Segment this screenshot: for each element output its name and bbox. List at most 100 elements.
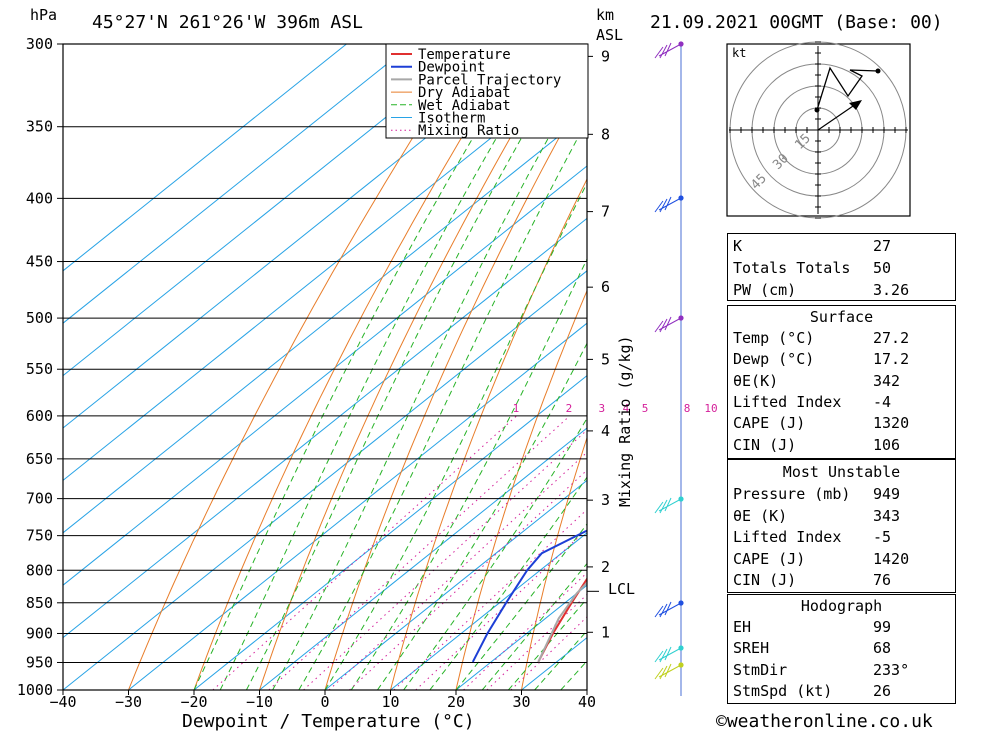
isotherm-line [63, 270, 587, 690]
wet-adiabat-line [403, 417, 587, 690]
surface-cin-value: 106 [873, 436, 901, 454]
height-tick-label: 5 [601, 350, 610, 368]
mixing-ratio-axis-label: Mixing Ratio (g/kg) [616, 335, 634, 507]
eh-value: 99 [873, 618, 892, 636]
wind-barb [654, 497, 682, 514]
pressure-tick-label: 650 [26, 450, 53, 468]
storm-motion-arrow [817, 103, 857, 131]
stmspd-label: StmSpd (kt) [733, 682, 833, 700]
mixing-ratio-line [303, 429, 587, 690]
eh-label: EH [733, 618, 752, 636]
legend-label: Dry Adiabat [418, 85, 511, 101]
wet-adiabat-line [429, 476, 587, 690]
isotherm-line [63, 44, 413, 324]
mu-li-value: -5 [873, 528, 892, 546]
isotherm-line [324, 479, 587, 690]
axes: 12345810162025−40−30−20−1001020304012345… [49, 47, 807, 711]
tt-label: Totals Totals [733, 259, 851, 277]
wet-adiabat-line [350, 257, 587, 690]
isotherm-line [63, 60, 587, 482]
mixing-ratio-label: 4 [623, 402, 630, 415]
legend-label: Temperature [418, 47, 511, 63]
mu-cape-value: 1420 [873, 550, 910, 568]
wind-barb [654, 42, 682, 59]
mixing-ratio-label: 8 [684, 402, 691, 415]
mu-li-label: Lifted Index [733, 528, 842, 546]
indices-table: K 27 Totals Totals 50 PW (cm) 3.26 [727, 233, 956, 301]
sreh-value: 68 [873, 639, 892, 657]
surface-theta-value: 342 [873, 372, 901, 390]
isotherm-line [259, 427, 587, 690]
height-tick-label: 2 [601, 558, 610, 576]
pressure-tick-label: 900 [26, 624, 53, 642]
dry-adiabat-line [324, 85, 587, 690]
stmdir-label: StmDir [733, 661, 788, 679]
lcl-label: LCL [608, 580, 635, 598]
wind-barb [654, 663, 682, 680]
surface-li-label: Lifted Index [733, 393, 842, 411]
k-value: 27 [873, 237, 892, 255]
legend-label: Dewpoint [418, 60, 485, 76]
tt-value: 50 [873, 259, 892, 277]
height-tick-label: 8 [601, 125, 610, 143]
stmspd-value: 26 [873, 682, 892, 700]
pressure-tick-label: 950 [26, 653, 53, 671]
mu-title: Most Unstable [782, 463, 901, 481]
dewpoint-line [471, 529, 587, 663]
wet-adiabat-line [193, 44, 531, 690]
x-tick-label: 10 [381, 693, 399, 711]
pressure-tick-label: 800 [26, 561, 53, 579]
mixing-ratio-line [328, 451, 587, 690]
hodograph-trace [816, 66, 879, 111]
height-tick-label: 3 [601, 491, 610, 509]
surface-theta-label: θE(K) [733, 372, 779, 390]
km-label: km [596, 6, 614, 24]
isotherm-line [63, 44, 544, 429]
x-tick-label: −30 [115, 693, 142, 711]
hodograph-start-dot [814, 107, 820, 113]
datetime-label: 21.09.2021 00GMT (Base: 00) [650, 12, 943, 33]
wet-adiabat-line [298, 119, 587, 690]
mixing-ratio-label: 2 [566, 402, 573, 415]
dry-adiabat-line [455, 289, 587, 690]
pressure-tick-label: 400 [26, 189, 53, 207]
dry-adiabat-line [128, 44, 473, 690]
x-tick-label: −10 [246, 693, 273, 711]
mixing-ratio-line [212, 415, 517, 690]
location-title: 45°27'N 261°26'W 396m ASL [92, 12, 363, 33]
asl-label: ASL [596, 26, 623, 44]
legend-label: Mixing Ratio [418, 123, 519, 139]
k-label: K [733, 237, 743, 255]
pressure-tick-label: 550 [26, 360, 53, 378]
x-axis-label: Dewpoint / Temperature (°C) [182, 711, 475, 732]
mu-cin-label: CIN (J) [733, 571, 797, 589]
mu-theta-label: θE (K) [733, 507, 788, 525]
mixing-ratio-label: 1 [513, 402, 520, 415]
pressure-unit: hPa [30, 6, 57, 24]
height-tick-label: 4 [601, 422, 610, 440]
isotherm-line [63, 112, 587, 534]
surface-cin-label: CIN (J) [733, 436, 797, 454]
sreh-label: SREH [733, 639, 770, 657]
x-tick-label: −40 [49, 693, 76, 711]
mixing-ratio-label: 3 [598, 402, 605, 415]
surface-cape-label: CAPE (J) [733, 414, 806, 432]
pressure-tick-label: 450 [26, 253, 53, 271]
pw-value: 3.26 [873, 281, 910, 299]
pressure-tick-label: 350 [26, 118, 53, 136]
x-tick-label: 40 [578, 693, 596, 711]
surface-title: Surface [809, 308, 874, 326]
surface-cape-value: 1320 [873, 414, 910, 432]
wind-barb [654, 196, 682, 213]
storm-motion-arrowhead [849, 100, 862, 110]
wind-profile [654, 41, 684, 696]
surface-temp-value: 27.2 [873, 329, 910, 347]
isotherm-line [390, 532, 587, 690]
pressure-tick-label: 700 [26, 490, 53, 508]
wind-barb [654, 316, 682, 333]
hodograph-end-dot [875, 68, 881, 74]
height-tick-label: 6 [601, 278, 610, 296]
pressure-tick-label: 300 [26, 35, 53, 53]
